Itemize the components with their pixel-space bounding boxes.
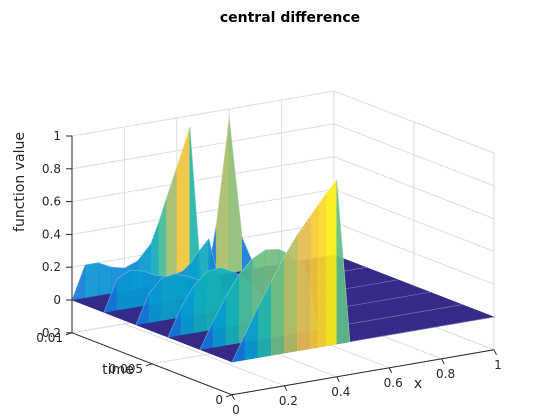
surface-strip-t1-2: [129, 269, 144, 309]
tick-label-layer: 0 0.2 0.4 0.6 0.8 1 0 0.005 0.01-0.2 0 0.2 0.4 0.6 0.…: [36, 129, 502, 417]
grid-line-z-4: [71, 156, 495, 220]
time-tick-label-1: 0.005: [109, 362, 143, 376]
x-tick-mark-4: [441, 358, 445, 365]
z-tick-label-4: 0.6: [42, 195, 61, 209]
surface-strip-t5-8: [326, 179, 338, 347]
z-tick-label-5: 0.8: [42, 162, 61, 176]
z-tick-label-1: 0: [53, 293, 61, 307]
surface-layer: [70, 117, 496, 363]
z-tick-label-2: 0.2: [42, 260, 61, 274]
grid-line-z-3: [71, 188, 495, 252]
axis-layer: [65, 135, 497, 401]
surface-strip-t5-6: [310, 203, 319, 349]
x-axis-line: [231, 349, 495, 396]
time-tick-label-2: 0.01: [36, 331, 63, 345]
time-tick-mark-0: [225, 394, 233, 398]
x-tick-label-5: 1: [494, 358, 502, 372]
x-axis-label: x: [414, 376, 422, 392]
grid-line-z-6: [71, 90, 495, 154]
surface-strip-t5-9: [336, 179, 351, 345]
time-tick-label-0: 0: [215, 393, 223, 407]
surface-strip-t5-4: [284, 233, 298, 354]
x-tick-label-3: 0.6: [384, 376, 403, 390]
surface-strip-t5-5: [297, 214, 311, 352]
x-tick-mark-1: [283, 385, 288, 392]
grid-line-z-5: [71, 123, 495, 187]
x-tick-mark-3: [388, 367, 393, 374]
x-tick-mark-2: [336, 376, 340, 383]
chart-title: central difference: [220, 10, 360, 26]
x-tick-mark-5: [493, 349, 497, 356]
z-axis-label: function value: [12, 132, 28, 232]
surface-strip-t0-2: [97, 262, 112, 296]
time-tick-mark-1: [145, 363, 153, 367]
y-axis-label: time: [102, 362, 134, 378]
x-tick-label-2: 0.4: [331, 385, 350, 399]
x-tick-label-0: 0: [232, 403, 240, 417]
surface-strip-t5-7: [318, 192, 327, 348]
surface-strip-t2-2: [161, 273, 176, 321]
x-tick-mark-0: [231, 394, 235, 401]
x-tick-label-4: 0.8: [436, 367, 455, 381]
surface-strip-t0-12: [215, 117, 230, 276]
z-tick-label-6: 1: [53, 129, 61, 143]
surface-curve-t5: [231, 179, 495, 363]
z-tick-label-3: 0.4: [42, 227, 61, 241]
x-tick-label-1: 0.2: [279, 394, 298, 408]
z-tick-label-0: -0.2: [38, 326, 61, 340]
surface-strip-t0-1: [84, 262, 99, 299]
